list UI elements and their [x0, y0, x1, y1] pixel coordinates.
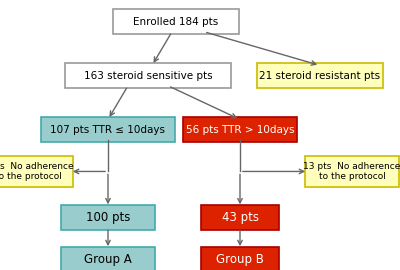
FancyBboxPatch shape	[61, 205, 155, 229]
Text: 107 pts TTR ≤ 10days: 107 pts TTR ≤ 10days	[50, 124, 166, 135]
Text: 56 pts TTR > 10days: 56 pts TTR > 10days	[186, 124, 294, 135]
FancyBboxPatch shape	[41, 117, 175, 142]
Text: 100 pts: 100 pts	[86, 211, 130, 224]
Text: 21 steroid resistant pts: 21 steroid resistant pts	[260, 70, 380, 81]
Text: Group A: Group A	[84, 253, 132, 266]
FancyBboxPatch shape	[305, 156, 399, 187]
Text: 13 pts  No adherence
to the protocol: 13 pts No adherence to the protocol	[303, 162, 400, 181]
FancyBboxPatch shape	[113, 9, 239, 34]
Text: Enrolled 184 pts: Enrolled 184 pts	[133, 16, 219, 27]
Text: 43 pts: 43 pts	[222, 211, 258, 224]
FancyBboxPatch shape	[201, 247, 279, 270]
Text: 163 steroid sensitive pts: 163 steroid sensitive pts	[84, 70, 212, 81]
FancyBboxPatch shape	[183, 117, 297, 142]
FancyBboxPatch shape	[65, 63, 231, 88]
Text: Group B: Group B	[216, 253, 264, 266]
FancyBboxPatch shape	[61, 247, 155, 270]
FancyBboxPatch shape	[201, 205, 279, 229]
Text: 7 pts  No adherence
to the protocol: 7 pts No adherence to the protocol	[0, 162, 74, 181]
FancyBboxPatch shape	[0, 156, 73, 187]
FancyBboxPatch shape	[257, 63, 383, 88]
